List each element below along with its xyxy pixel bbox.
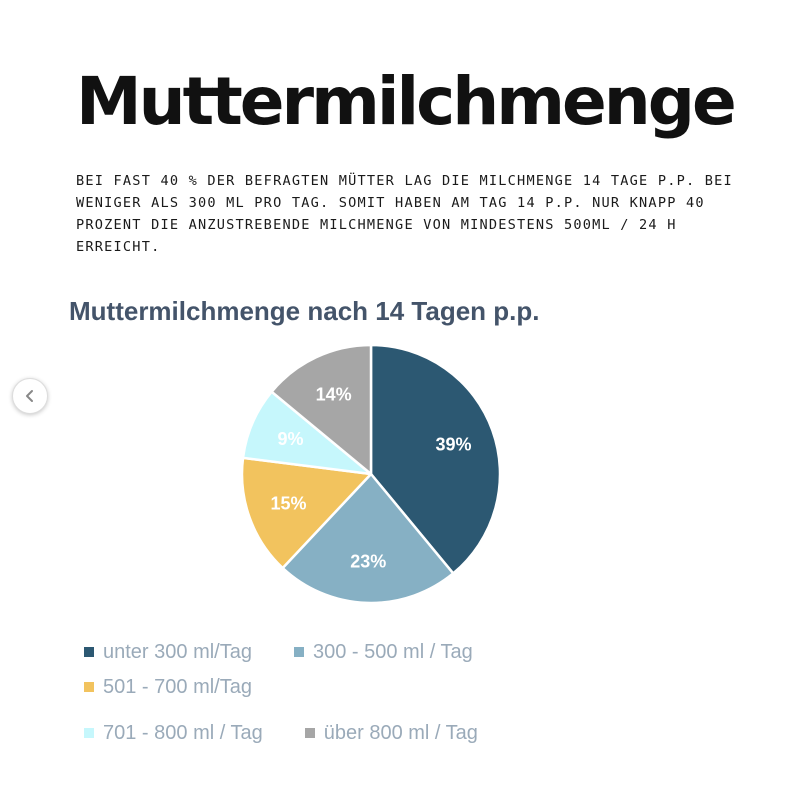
- legend-swatch: [84, 728, 94, 738]
- legend-label: unter 300 ml/Tag: [103, 640, 252, 663]
- legend-item-3: 701 - 800 ml / Tag: [84, 721, 263, 745]
- legend-label: über 800 ml / Tag: [323, 721, 478, 744]
- legend-label: 701 - 800 ml / Tag: [103, 721, 263, 744]
- pie-data-label-1: 23%: [350, 552, 386, 572]
- pie-data-label-3: 9%: [277, 429, 303, 449]
- pie-slice-0: [369, 343, 502, 575]
- legend-swatch: [84, 647, 94, 657]
- pie-slice-2: [240, 456, 373, 570]
- pie-slice-4: [270, 343, 373, 476]
- chart-legend: unter 300 ml/Tag 300 - 500 ml / Tag 501 - …: [84, 640, 724, 745]
- legend-item-4: über 800 ml / Tag: [304, 721, 478, 745]
- chart-title: Muttermilchmenge nach 14 Tagen p.p.: [69, 296, 540, 326]
- legend-item-0: unter 300 ml/Tag: [84, 640, 252, 664]
- pie-data-label-2: 15%: [270, 494, 306, 514]
- pie-slice-1: [281, 472, 455, 605]
- legend-label: 501 - 700 ml/Tag: [103, 675, 252, 698]
- page-title: Muttermilchmenge: [76, 63, 737, 140]
- pie-data-label-0: 39%: [436, 434, 472, 454]
- legend-swatch: [293, 647, 304, 657]
- intro-text: Bei fast 40 % der befragten Mütter lag d…: [76, 173, 733, 255]
- legend-swatch: [304, 728, 315, 738]
- carousel-prev-button[interactable]: [12, 378, 48, 414]
- chevron-left-icon: [26, 390, 33, 402]
- legend-swatch: [84, 682, 94, 692]
- legend-item-1: 300 - 500 ml / Tag: [293, 640, 473, 664]
- legend-label: 300 - 500 ml / Tag: [312, 640, 473, 663]
- legend-item-2: 501 - 700 ml/Tag: [84, 675, 252, 699]
- pie-data-label-4: 14%: [316, 385, 352, 405]
